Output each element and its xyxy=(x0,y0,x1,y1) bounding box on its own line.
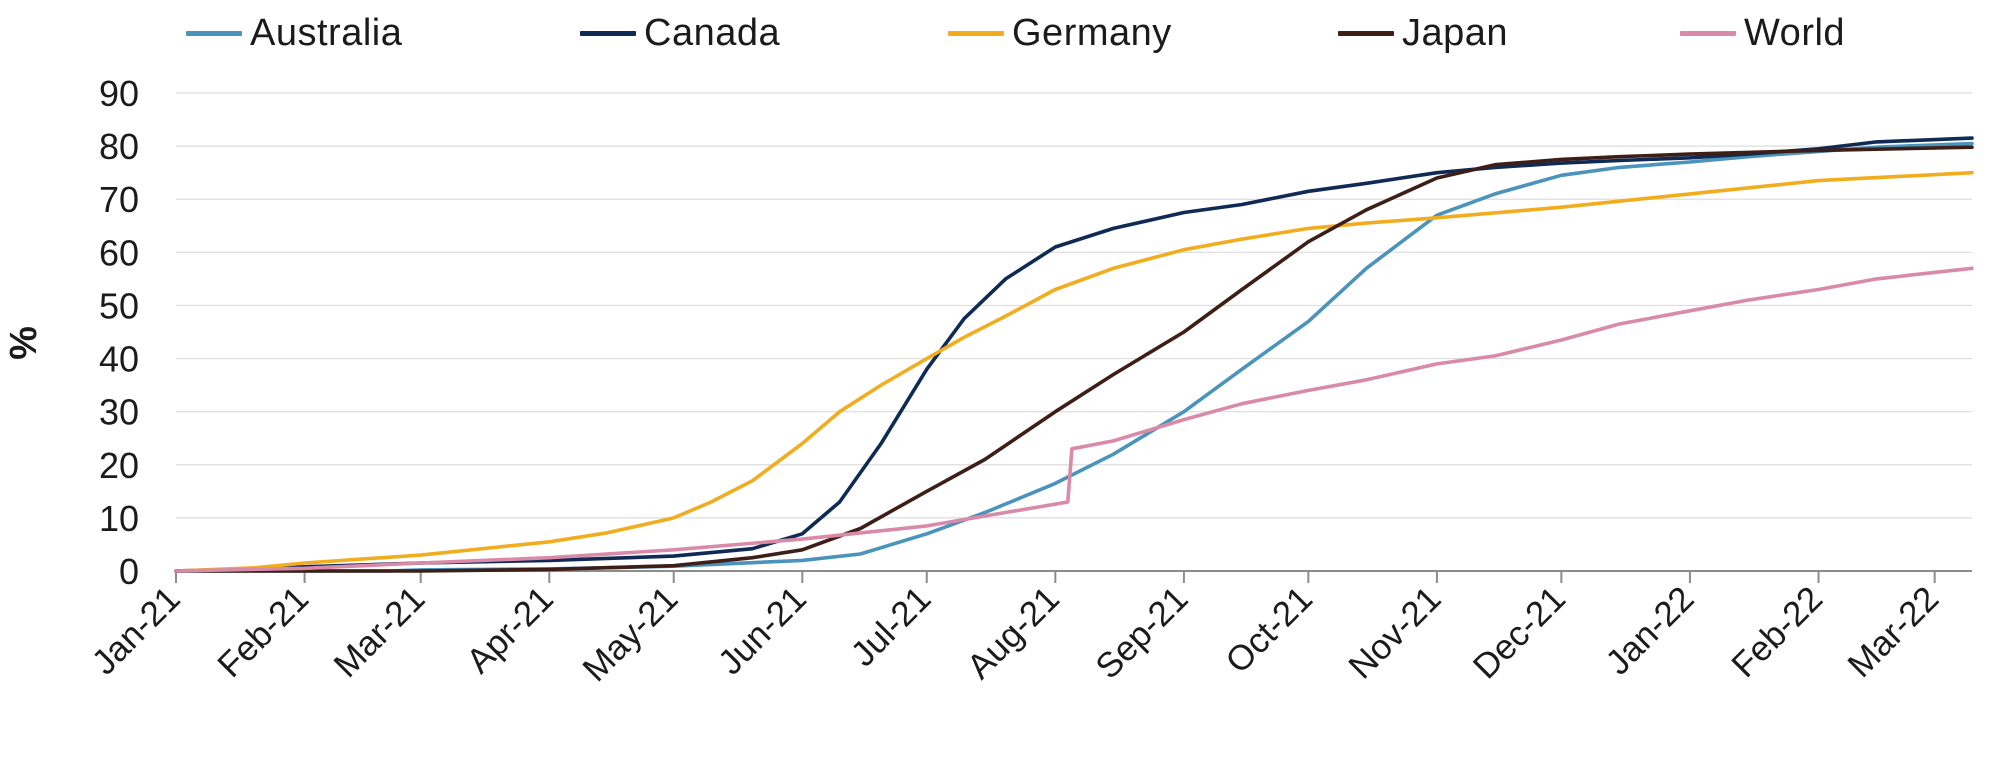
legend-swatch-germany xyxy=(948,31,1004,36)
legend-label-germany: Germany xyxy=(1012,12,1172,54)
x-tick-label: Feb-21 xyxy=(210,579,316,685)
y-tick-label: 30 xyxy=(99,392,139,433)
x-tick-label: May-21 xyxy=(575,579,685,689)
x-tick-label: Jan-21 xyxy=(84,579,187,682)
legend-swatch-japan xyxy=(1338,31,1394,36)
legend-item-australia: Australia xyxy=(186,12,402,55)
x-tick-label: Mar-22 xyxy=(1840,579,1946,685)
legend-swatch-world xyxy=(1680,31,1736,36)
series-line-australia xyxy=(174,141,1974,573)
y-axis-title: % xyxy=(3,326,45,360)
x-tick-label: Jul-21 xyxy=(843,579,938,674)
legend-label-japan: Japan xyxy=(1402,12,1509,54)
x-tick-label: Feb-22 xyxy=(1724,579,1830,685)
x-tick-label: Sep-21 xyxy=(1088,579,1195,686)
legend-label-world: World xyxy=(1744,12,1846,54)
y-tick-label: 20 xyxy=(99,445,139,486)
y-tick-label: 90 xyxy=(99,73,139,114)
legend-item-germany: Germany xyxy=(948,12,1172,55)
y-tick-label: 50 xyxy=(99,285,139,326)
legend-label-australia: Australia xyxy=(250,12,403,54)
x-tick-label: Jan-22 xyxy=(1598,579,1701,682)
series-lines xyxy=(174,136,1974,573)
x-tick-label: Dec-21 xyxy=(1466,579,1573,686)
legend-swatch-canada xyxy=(580,31,636,36)
legend-swatch-australia xyxy=(186,31,242,36)
y-tick-label: 80 xyxy=(99,126,139,167)
axes: 0 10 20 30 40 50 60 70 80 90 Jan-21 Feb-21 Mar-21 Apr… xyxy=(84,73,1972,689)
y-tick-label: 70 xyxy=(99,179,139,220)
series-line-germany xyxy=(174,170,1974,573)
gridlines xyxy=(176,92,1972,519)
x-tick-label: Oct-21 xyxy=(1218,579,1320,681)
x-tick-label: Mar-21 xyxy=(326,579,432,685)
series-line-canada xyxy=(174,136,1974,573)
legend-label-canada: Canada xyxy=(644,12,781,54)
x-tick-label: Nov-21 xyxy=(1341,579,1448,686)
legend-item-world: World xyxy=(1680,12,1845,55)
series-line-japan xyxy=(174,145,1974,573)
legend-item-japan: Japan xyxy=(1338,12,1508,55)
y-tick-label: 60 xyxy=(99,232,139,273)
y-tick-label: 0 xyxy=(119,551,139,592)
y-tick-label: 10 xyxy=(99,498,139,539)
x-tick-label: Aug-21 xyxy=(960,579,1067,686)
y-tick-label: 40 xyxy=(99,339,139,380)
chart-legend: Australia Canada Germany Japan World xyxy=(0,0,2000,70)
legend-item-canada: Canada xyxy=(580,12,780,55)
x-tick-label: Apr-21 xyxy=(459,579,561,681)
x-tick-label: Jun-21 xyxy=(711,579,814,682)
series-line-world xyxy=(174,266,1974,573)
